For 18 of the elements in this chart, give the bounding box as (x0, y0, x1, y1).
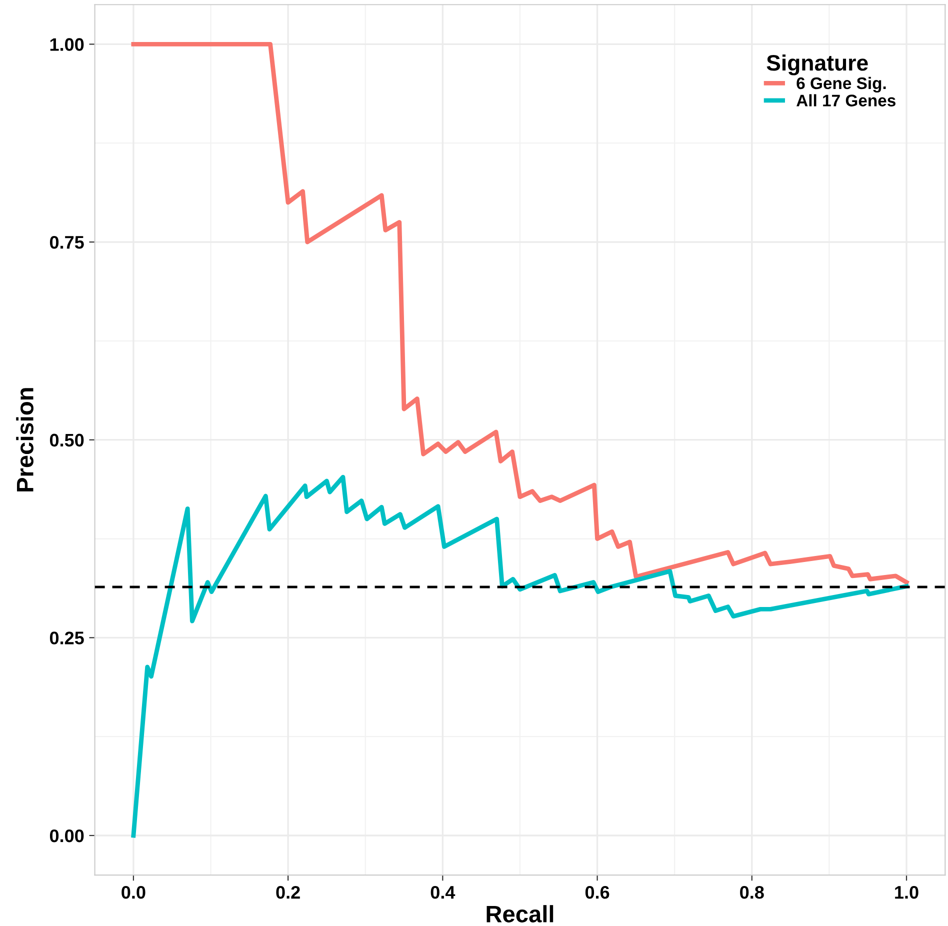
x-tick-label: 0.2 (276, 886, 300, 899)
x-tick-label: 0.8 (740, 886, 764, 899)
y-tick-label: 0.00 (50, 829, 84, 842)
x-tick-label: 0.0 (122, 886, 146, 899)
legend-label: 6 Gene Sig. (796, 76, 886, 93)
y-tick-label: 0.25 (50, 632, 84, 644)
legend-label: All 17 Genes (796, 94, 896, 106)
y-tick-label: 0.75 (50, 236, 84, 249)
y-axis-title: Precision (16, 388, 34, 492)
x-tick-label: 0.6 (585, 886, 610, 899)
legend-title: Signature (766, 54, 868, 76)
line-series (131, 474, 909, 838)
line-series (131, 42, 909, 585)
x-tick-label: 0.4 (430, 886, 456, 899)
y-tick-label: 0.50 (50, 434, 84, 447)
x-tick-label: 1.0 (895, 886, 918, 899)
x-axis-title: Recall (486, 905, 554, 922)
y-tick-label: 1.00 (50, 38, 84, 51)
